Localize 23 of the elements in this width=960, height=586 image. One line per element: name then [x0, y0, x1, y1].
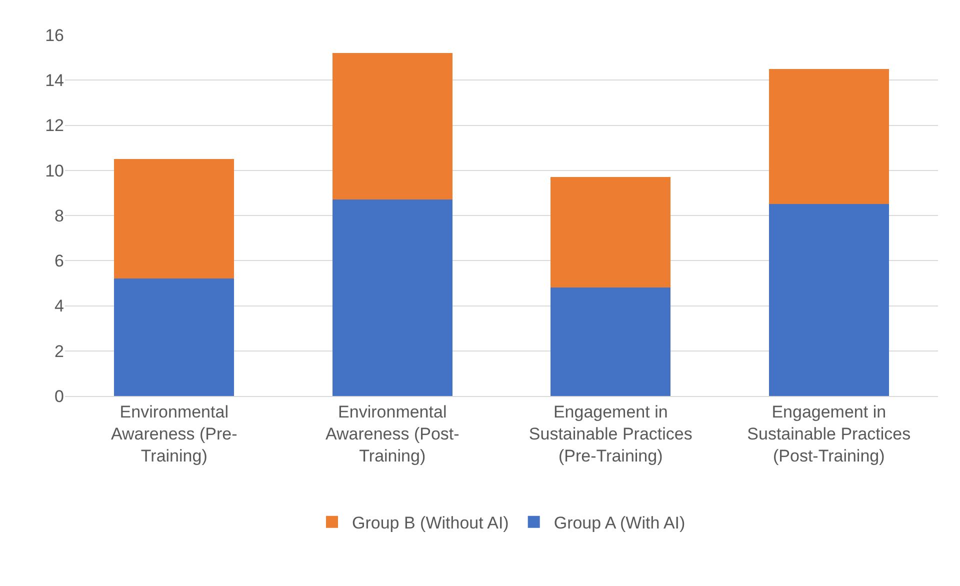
- x-tick-label: Engagement in Sustainable Practices (Pre-Training): [528, 402, 692, 466]
- y-tick-label: 0: [54, 386, 64, 406]
- bar: [768, 204, 889, 396]
- x-tick-label: Environmental Awareness (Pre-Training): [110, 402, 238, 466]
- x-tick-label: Engagement in Sustainable Practices (Post-Training): [747, 402, 911, 466]
- y-tick-label: 8: [54, 206, 64, 226]
- y-tick-label: 2: [54, 342, 64, 361]
- y-tick-label: 6: [54, 252, 64, 271]
- bar: [332, 53, 452, 200]
- y-tick-label: 12: [45, 116, 64, 136]
- y-tick-label: 14: [45, 71, 64, 90]
- legend-label: Group A (With AI): [554, 513, 686, 532]
- bar: [332, 200, 452, 396]
- y-tick-label: 10: [45, 161, 64, 180]
- bar: [550, 288, 671, 396]
- bar: [768, 68, 889, 204]
- x-tick-label: Environmental Awareness (Post-Training): [325, 402, 460, 466]
- bar: [550, 177, 671, 288]
- bar: [114, 159, 234, 279]
- bar: [114, 278, 234, 396]
- y-tick-label: 16: [45, 26, 64, 45]
- y-tick-label: 4: [54, 296, 64, 316]
- legend-label: Group B (Without AI): [352, 513, 509, 532]
